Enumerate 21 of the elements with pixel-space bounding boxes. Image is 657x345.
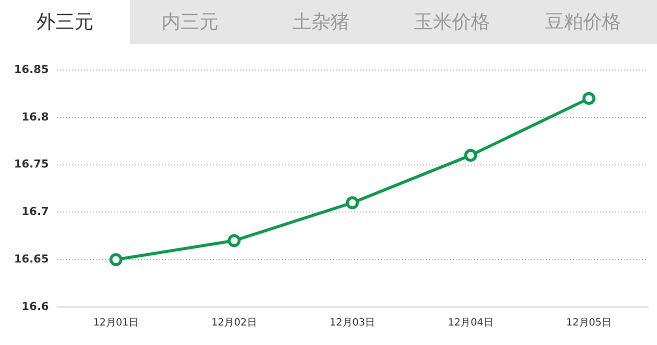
point [109,253,122,266]
point [228,234,241,248]
y-tick-label: 16.6 [22,300,50,313]
x-tick-label: 12月05日 [566,318,612,329]
text: 玉米价格 [413,10,491,35]
y-tick-label: 16.85 [14,62,49,76]
point [582,92,596,105]
y-tick-label: 16.8 [22,110,49,124]
text: 土杂猪 [292,10,350,35]
x-tick-label: 12月02日 [211,318,257,329]
x-tick-label: 12月01日 [93,318,139,329]
x-tick-label: 12月04日 [448,318,494,329]
text: 豆粕价格 [544,10,622,35]
text: 内三元 [160,10,220,35]
point [464,148,478,162]
point [346,196,359,210]
x-tick-label: 12月03日 [330,318,376,329]
text: 外三元 [0,0,130,44]
y-tick-label: 16.7 [22,205,49,218]
y-tick-label: 16.75 [14,158,49,171]
y-tick-label: 16.65 [14,252,49,266]
